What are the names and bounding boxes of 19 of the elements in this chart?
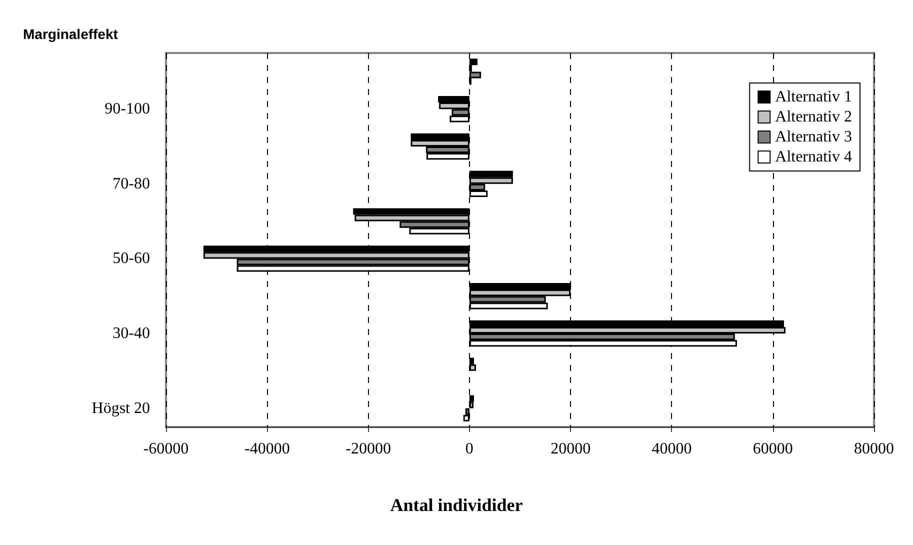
legend-label: Alternativ 3: [775, 128, 852, 146]
x-tick-label: -60000: [143, 440, 189, 458]
x-axis-title: Antal individider: [390, 495, 523, 515]
x-tick-label: 20000: [550, 440, 591, 458]
legend-label: Alternativ 2: [775, 108, 852, 126]
legend-label: Alternativ 1: [775, 88, 852, 106]
x-tick-label: -20000: [346, 440, 391, 458]
x-tick-label: -40000: [244, 440, 290, 458]
y-tick-label: 90-100: [104, 100, 150, 118]
x-tick-label: 60000: [752, 440, 793, 458]
y-axis-title: Marginaleffekt: [23, 26, 118, 42]
y-tick-label: 30-40: [112, 325, 150, 342]
y-tick-label: Högst 20: [92, 400, 150, 417]
x-tick-label: 40000: [652, 440, 692, 458]
x-tick-label: 0: [465, 440, 474, 458]
x-tick-label: 80000: [854, 440, 894, 458]
y-tick-label: 50-60: [112, 250, 150, 268]
y-tick-label: 70-80: [112, 175, 150, 192]
legend-label: Alternativ 4: [775, 148, 852, 166]
